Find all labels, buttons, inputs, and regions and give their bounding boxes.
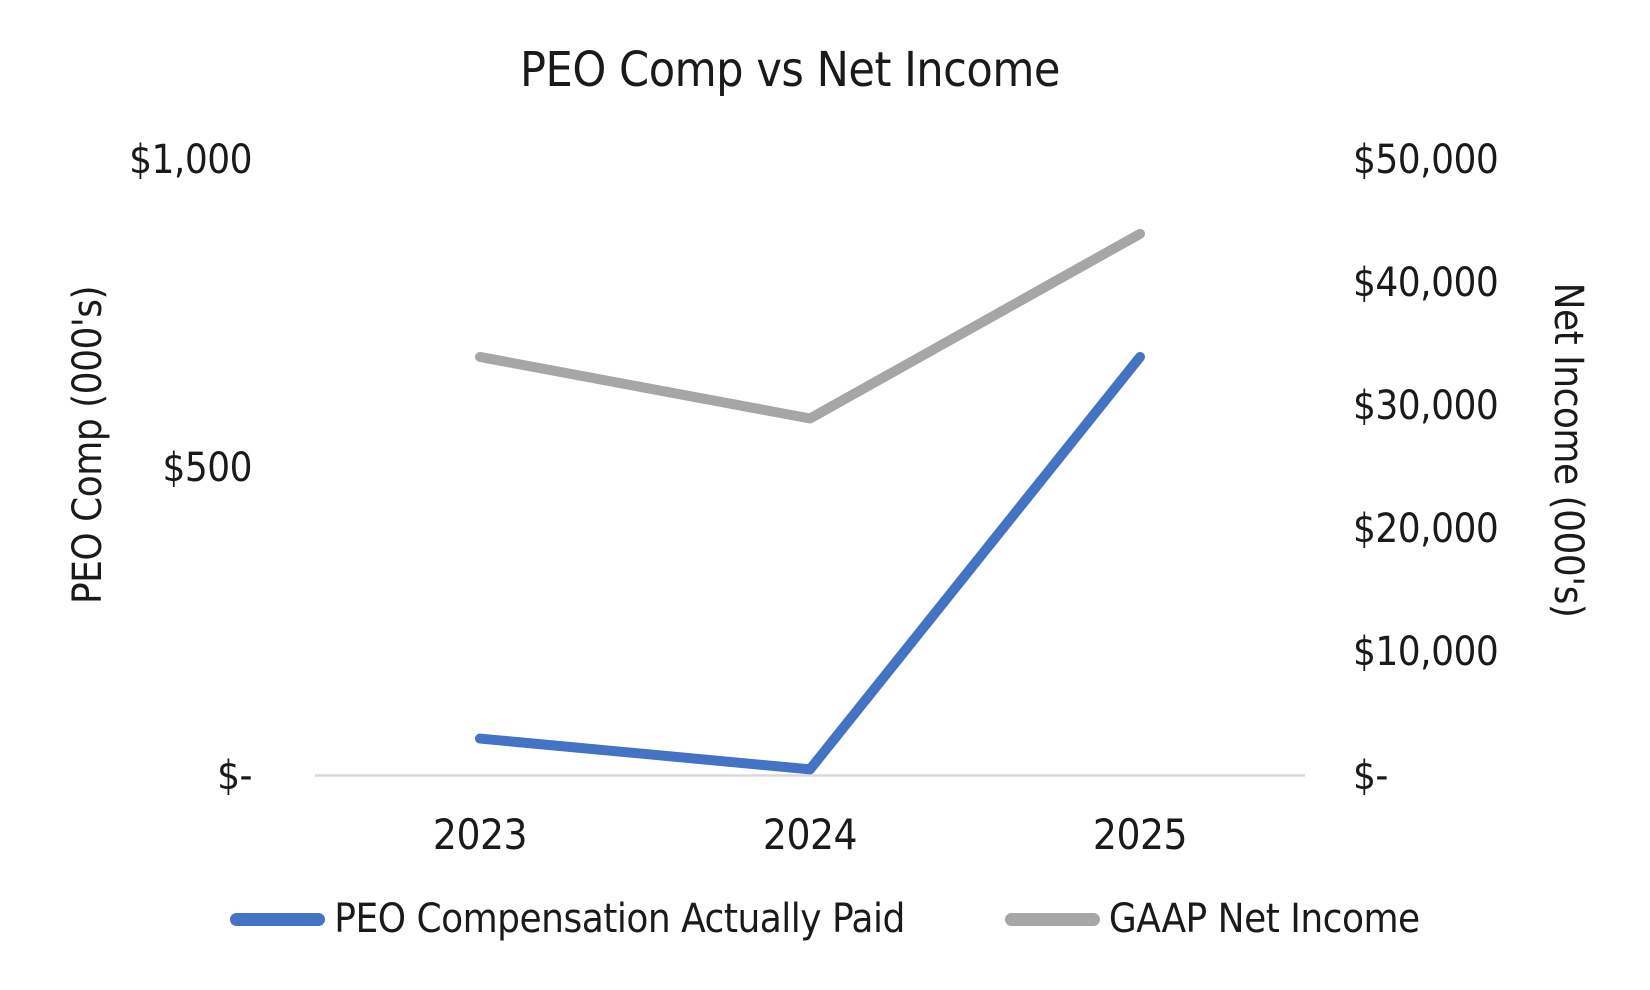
chart-title: PEO Comp vs Net Income [520,42,1060,98]
right-axis-tick: $50,000 [1353,137,1499,183]
right-axis-tick: $- [1353,752,1388,799]
x-axis-label: 2024 [762,810,858,859]
right-axis-title: Net Income (000's) [1545,282,1591,618]
legend-label: PEO Compensation Actually Paid [334,896,905,942]
legend-item-0: PEO Compensation Actually Paid [230,893,905,945]
legend: PEO Compensation Actually Paid GAAP Net I… [0,893,1650,945]
x-axis-label: 2025 [1092,810,1188,859]
right-axis-tick: $10,000 [1353,629,1499,676]
left-axis-tick: $- [217,752,252,799]
x-axis-label: 2023 [432,810,528,859]
right-axis-tick: $30,000 [1353,383,1499,430]
legend-swatch-icon [1004,912,1100,926]
legend-label: GAAP Net Income [1108,896,1420,942]
left-axis-tick: $1,000 [129,137,252,183]
legend-swatch-icon [230,912,326,926]
left-axis-tick: $500 [162,444,252,491]
right-axis-tick: $40,000 [1353,260,1499,307]
right-axis-tick: $20,000 [1353,506,1499,553]
legend-item-1: GAAP Net Income [1004,893,1420,945]
series-line-0 [475,351,1145,775]
series-line-1 [475,228,1145,424]
